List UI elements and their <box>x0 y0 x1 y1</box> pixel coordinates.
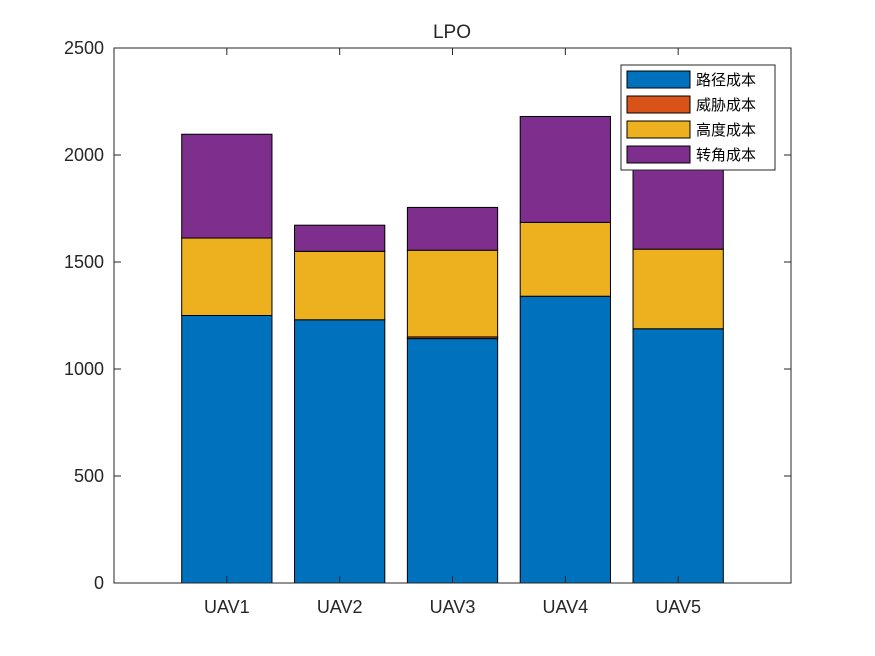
bar-uav3-series-3 <box>406 249 499 338</box>
x-tick-label: UAV4 <box>542 597 588 617</box>
bar-uav2-series-3 <box>294 250 386 321</box>
bar-uav5-series-3 <box>632 248 724 330</box>
y-tick-label: 2500 <box>64 38 104 58</box>
bar-uav4-series-3 <box>519 221 611 297</box>
y-tick-label: 1000 <box>64 359 104 379</box>
bar-uav1-series-1 <box>181 315 273 584</box>
x-tick-label: UAV2 <box>317 597 363 617</box>
legend-swatch-4 <box>626 145 691 164</box>
legend-label-1: 路径成本 <box>696 71 756 89</box>
legend-label-3: 高度成本 <box>696 121 756 139</box>
y-tick-label: 2000 <box>64 145 104 165</box>
legend-swatch-3 <box>626 120 691 139</box>
bar-uav1-series-4 <box>181 133 273 239</box>
legend-swatch-2 <box>626 95 691 114</box>
chart-title: LPO <box>433 22 471 43</box>
bar-uav5-series-1 <box>632 328 724 584</box>
y-tick-label: 500 <box>74 466 104 486</box>
bar-uav3-series-4 <box>406 206 499 251</box>
bar-uav2-series-4 <box>294 224 386 252</box>
x-tick-label: UAV3 <box>430 597 476 617</box>
bar-uav2-series-1 <box>294 319 386 584</box>
bar-uav4-series-1 <box>519 295 611 584</box>
legend-label-4: 转角成本 <box>696 146 756 164</box>
x-tick-label: UAV1 <box>204 597 250 617</box>
bar-uav5-series-4 <box>632 154 724 250</box>
bar-uav1-series-3 <box>181 237 273 316</box>
bar-uav3-series-1 <box>406 338 499 584</box>
y-tick-label: 0 <box>94 573 104 593</box>
legend-label-2: 威胁成本 <box>696 96 756 114</box>
legend-swatch-1 <box>626 70 691 89</box>
y-tick-label: 1500 <box>64 252 104 272</box>
x-tick-label: UAV5 <box>655 597 701 617</box>
bar-uav4-series-4 <box>519 115 611 223</box>
